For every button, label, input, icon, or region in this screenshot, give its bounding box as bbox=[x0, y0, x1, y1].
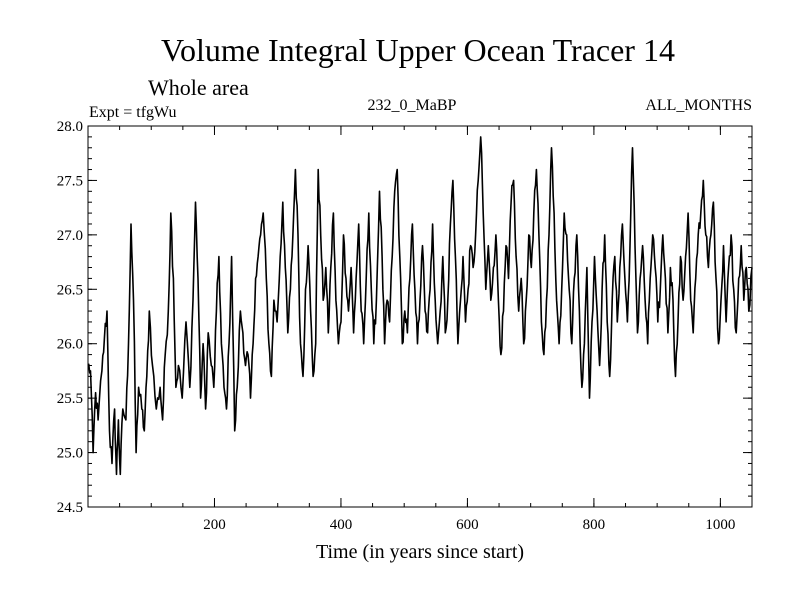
y-axis: 24.5 25.0 25.5 26.0 26.5 27.0 27.5 28.0 bbox=[57, 119, 752, 516]
y-tick-label: 28.0 bbox=[57, 119, 83, 135]
chart-title: Volume Integral Upper Ocean Tracer 14 bbox=[161, 32, 675, 68]
y-tick-label: 27.0 bbox=[57, 228, 83, 244]
y-tick-label: 25.5 bbox=[57, 391, 83, 407]
y-tick-label: 25.0 bbox=[57, 446, 83, 462]
expt-label: Expt = tfgWu bbox=[89, 104, 176, 121]
x-axis: 200 400 600 800 1000 bbox=[119, 126, 735, 533]
experiment-id-label: 232_0_MaBP bbox=[368, 97, 457, 114]
x-axis-label: Time (in years since start) bbox=[316, 541, 524, 563]
y-tick-label: 24.5 bbox=[57, 500, 83, 516]
series-line bbox=[87, 136, 753, 476]
x-tick-label: 200 bbox=[203, 517, 226, 533]
x-tick-label: 400 bbox=[330, 517, 353, 533]
months-label: ALL_MONTHS bbox=[645, 97, 752, 114]
y-tick-label: 27.5 bbox=[57, 173, 83, 189]
x-tick-label: 1000 bbox=[705, 517, 735, 533]
plot-frame bbox=[87, 125, 753, 508]
x-tick-label: 600 bbox=[456, 517, 479, 533]
y-tick-label: 26.5 bbox=[57, 282, 83, 298]
chart-subtitle: Whole area bbox=[148, 75, 249, 100]
x-tick-label: 800 bbox=[583, 517, 606, 533]
y-tick-label: 26.0 bbox=[57, 337, 83, 353]
